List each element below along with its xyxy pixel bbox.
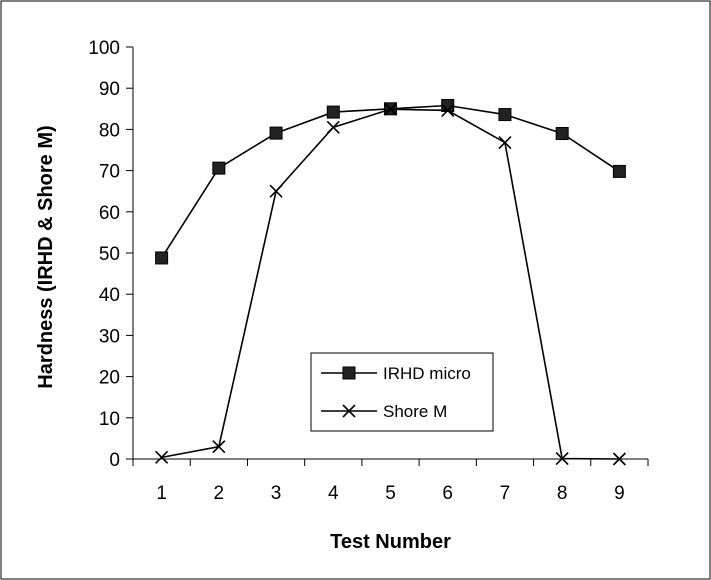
y-tick-label: 50 [99, 244, 120, 265]
x-tick-label: 6 [442, 483, 453, 504]
x-tick-label: 8 [557, 483, 568, 504]
y-axis-title: Hardness (IRHD & Shore M) [35, 125, 57, 388]
data-point [556, 128, 568, 140]
y-tick-label: 20 [99, 368, 120, 389]
x-tick-label: 7 [500, 483, 511, 504]
y-tick-label: 90 [99, 79, 120, 100]
y-tick-label: 100 [88, 38, 120, 59]
y-tick-label: 40 [99, 285, 120, 306]
x-tick-label: 2 [214, 483, 225, 504]
x-tick-label: 9 [614, 483, 625, 504]
data-point [327, 106, 339, 118]
data-point [270, 127, 282, 139]
x-tick-label: 3 [271, 483, 282, 504]
y-tick-label: 10 [99, 409, 120, 430]
data-point [499, 109, 511, 121]
data-point [156, 252, 168, 264]
x-axis-title: Test Number [330, 531, 451, 553]
data-point [213, 162, 225, 174]
legend-label: Shore M [383, 402, 447, 421]
y-tick-label: 60 [99, 203, 120, 224]
legend-marker [343, 367, 355, 379]
data-point [613, 165, 625, 177]
y-tick-label: 80 [99, 120, 120, 141]
x-tick-label: 4 [328, 483, 339, 504]
y-tick-label: 30 [99, 326, 120, 347]
y-tick-label: 0 [109, 450, 120, 471]
x-tick-label: 1 [156, 483, 167, 504]
legend-label: IRHD micro [383, 364, 471, 383]
x-tick-label: 5 [385, 483, 396, 504]
legend: IRHD micro Shore M [311, 353, 493, 431]
y-tick-label: 70 [99, 162, 120, 183]
